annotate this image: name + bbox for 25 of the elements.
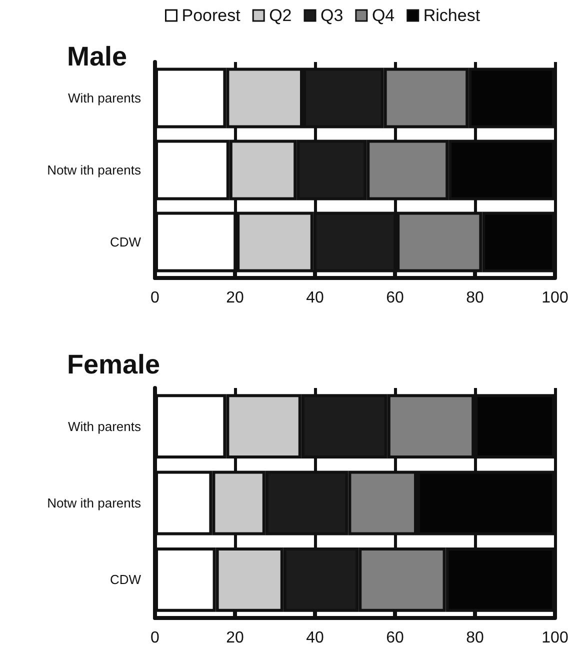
y-tick-label: With parents (68, 418, 142, 434)
chart-title: Male (67, 42, 128, 72)
x-tick-label: 80 (466, 630, 484, 646)
x-tick-label: 60 (386, 630, 404, 646)
x-tick-label: 100 (542, 630, 568, 646)
x-tick-label: 100 (542, 290, 568, 306)
x-tick-label: 40 (306, 290, 324, 306)
x-tick-label: 80 (466, 290, 484, 306)
y-tick-label: Notw ith parents (47, 162, 142, 178)
x-tick-label: 20 (226, 290, 244, 306)
y-tick-label: Notw ith parents (47, 496, 142, 510)
y-tick-label: With parents (68, 90, 142, 106)
y-tick-label: CDW (110, 234, 142, 250)
x-tick-label: 0 (150, 290, 160, 306)
legend-label: Q2 (269, 6, 292, 25)
legend-label: Q3 (320, 6, 344, 25)
x-tick-label: 60 (386, 290, 404, 306)
legend-label: Poorest (182, 6, 241, 25)
chart-title: Female (67, 350, 160, 380)
x-tick-label: 0 (150, 630, 160, 646)
legend-label: Q4 (372, 6, 395, 25)
x-tick-label: 40 (306, 630, 324, 646)
y-tick-label: CDW (110, 572, 142, 588)
legend-label: Richest (423, 6, 480, 25)
x-tick-label: 20 (226, 630, 244, 646)
